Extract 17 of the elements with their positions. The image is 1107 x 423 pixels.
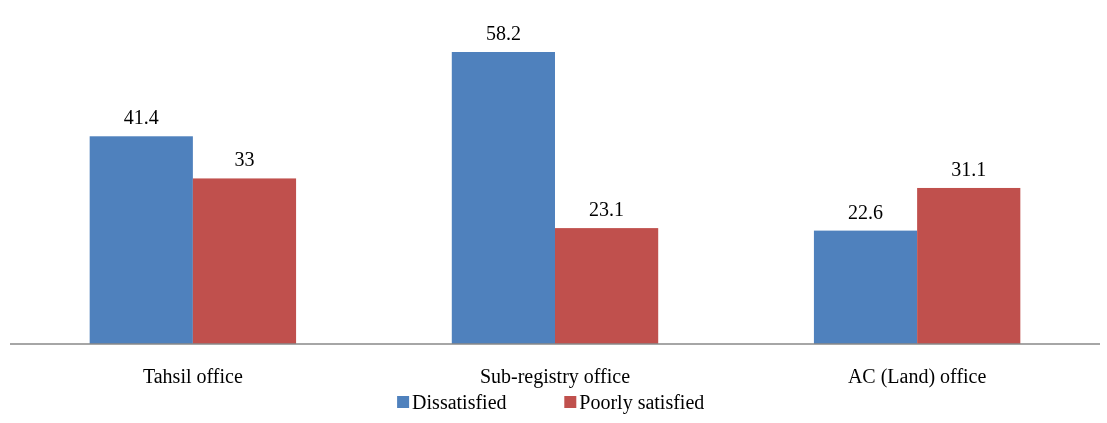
legend-label: Dissatisfied: [412, 391, 507, 413]
data-label: 31.1: [951, 157, 987, 180]
data-label: 58.2: [485, 22, 521, 44]
bar: [451, 52, 555, 344]
bar: [89, 136, 193, 344]
x-tick-label: Tahsil office: [142, 365, 243, 387]
data-label: 22.6: [848, 200, 884, 223]
x-tick-label: Sub-registry office: [479, 365, 631, 388]
data-label: 41.4: [123, 106, 159, 129]
legend-label: Poorly satisfied: [579, 391, 705, 414]
bar: [917, 187, 1021, 344]
data-label: 33: [234, 148, 255, 171]
bar: [555, 228, 659, 344]
bar: [813, 230, 918, 344]
x-tick-label: AC (Land) office: [847, 365, 987, 388]
data-label: 23.1: [589, 198, 625, 221]
bar: [192, 178, 297, 344]
